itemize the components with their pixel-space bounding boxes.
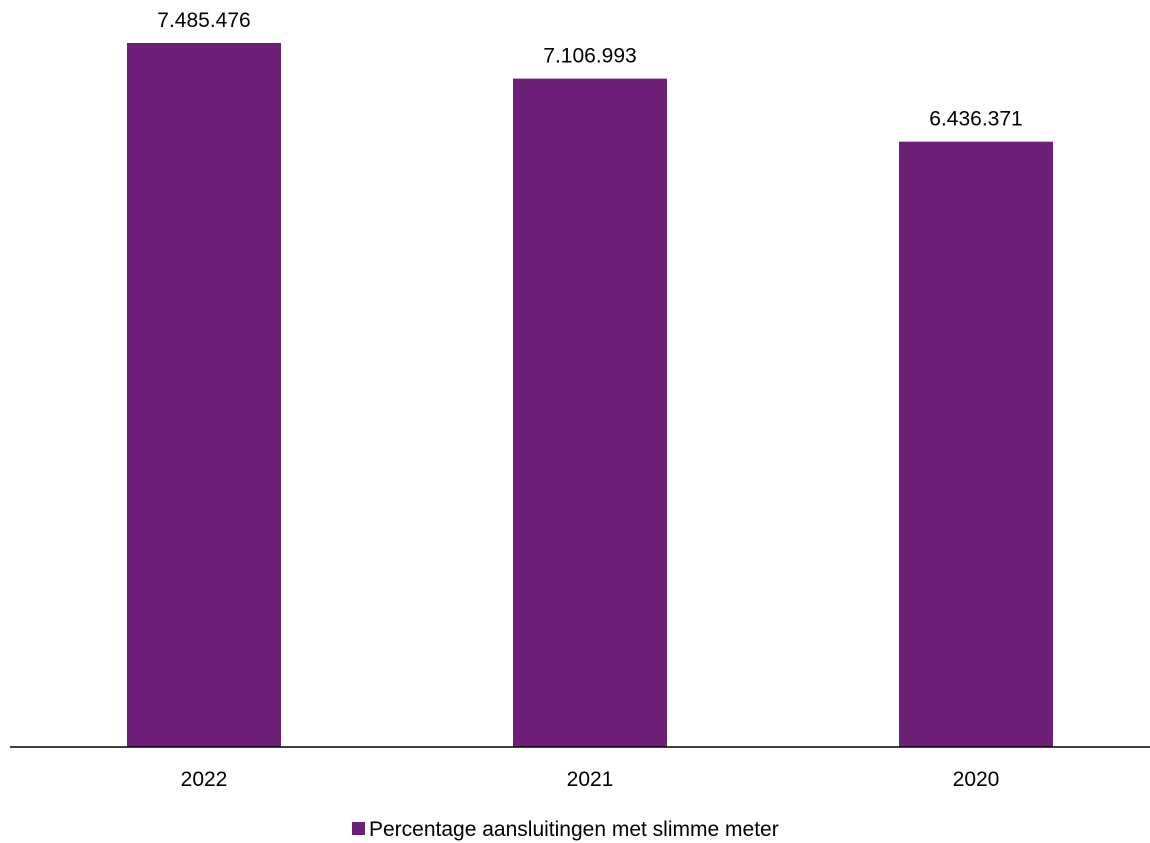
x-tick-label-2021: 2021 (567, 768, 614, 791)
bar-2021 (513, 78, 667, 747)
x-tick-label-2022: 2022 (181, 768, 228, 791)
legend-label: Percentage aansluitingen met slimme mete… (369, 818, 779, 841)
x-tick-labels: 2022 2021 2020 (181, 768, 1000, 791)
bars-layer (127, 43, 1053, 748)
value-label-2022: 7.485.476 (157, 9, 250, 32)
value-labels-layer: 7.485.476 7.106.993 6.436.371 (157, 9, 1022, 131)
value-label-2021: 7.106.993 (543, 45, 636, 68)
value-label-2020: 6.436.371 (929, 108, 1022, 131)
bar-2020 (899, 141, 1053, 748)
bar-2022 (127, 43, 281, 747)
legend-swatch (352, 822, 365, 835)
x-tick-label-2020: 2020 (953, 768, 1000, 791)
legend: Percentage aansluitingen met slimme mete… (352, 818, 779, 841)
